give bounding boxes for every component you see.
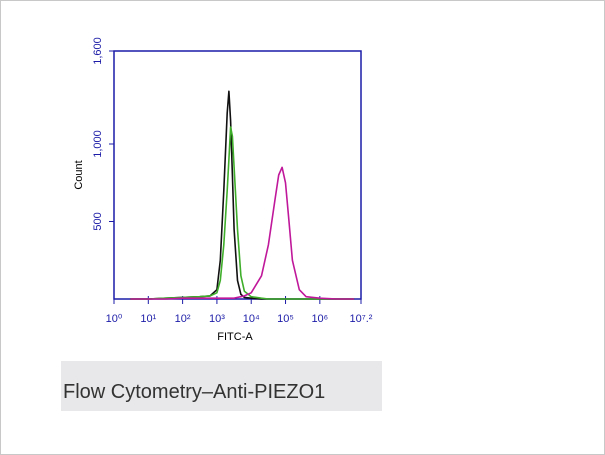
x-tick-label: 10⁵ <box>277 313 294 325</box>
x-tick-label: 10⁶ <box>311 313 328 325</box>
x-tick-label: 10¹ <box>140 313 156 325</box>
x-axis-label: FITC-A <box>217 331 253 343</box>
y-tick-label: 1,000 <box>92 130 104 158</box>
plot-frame <box>113 50 362 300</box>
histogram-line <box>130 126 355 300</box>
x-tick-label: 10² <box>175 313 191 325</box>
caption-band <box>61 361 382 411</box>
histogram-line <box>130 90 355 300</box>
caption: Flow Cytometry–Anti-PIEZO1 <box>63 381 326 403</box>
y-axis-label: Count <box>73 160 85 189</box>
x-tick-label: 10⁰ <box>106 313 123 325</box>
x-tick-label: 10³ <box>209 313 225 325</box>
y-tick-label: 500 <box>92 212 104 230</box>
histogram-line <box>130 166 355 300</box>
x-tick-label: 10⁷.² <box>350 313 373 325</box>
chart: 500 1,000 1,600 10⁰ 10¹ 10² 10³ 10⁴ 10⁵ 10⁶ 10⁷.² C… <box>73 37 373 343</box>
y-tick-label: 1,600 <box>92 37 104 65</box>
x-tick-label: 10⁴ <box>243 313 260 325</box>
